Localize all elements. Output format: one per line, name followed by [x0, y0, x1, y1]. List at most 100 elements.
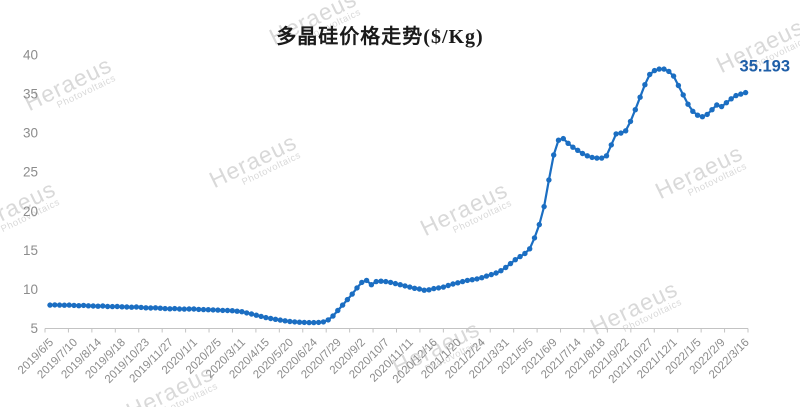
data-point-marker — [445, 282, 451, 289]
data-point-marker — [512, 257, 518, 263]
data-point-marker — [527, 246, 533, 252]
data-point-marker — [315, 319, 322, 326]
data-point-marker — [80, 302, 87, 309]
data-point-marker — [450, 281, 456, 287]
data-point-marker — [589, 154, 595, 161]
data-point-marker — [210, 307, 216, 313]
data-point-marker — [61, 302, 68, 308]
data-point-marker — [637, 94, 643, 100]
data-point-marker — [114, 303, 120, 310]
data-point-marker — [483, 273, 490, 279]
data-point-marker — [56, 302, 63, 308]
y-tick-label: 20 — [23, 204, 38, 219]
data-point-marker — [426, 287, 432, 293]
data-point-marker — [618, 130, 624, 136]
data-point-marker — [133, 304, 140, 310]
data-point-marker — [248, 311, 255, 317]
data-point-marker — [162, 305, 168, 312]
x-axis — [44, 328, 749, 333]
data-point-marker — [387, 279, 394, 286]
data-point-marker — [474, 276, 480, 282]
data-point-marker — [263, 314, 269, 321]
data-point-marker — [685, 101, 691, 107]
data-point-marker — [603, 153, 610, 159]
data-point-marker — [277, 317, 283, 323]
data-point-marker — [138, 304, 144, 311]
data-point-marker — [258, 313, 264, 320]
data-point-marker — [517, 253, 523, 260]
data-point-marker — [651, 67, 658, 74]
y-tick-label: 10 — [23, 282, 38, 297]
data-point-marker — [488, 271, 494, 278]
y-tick-label: 30 — [23, 126, 38, 141]
data-point-marker — [196, 306, 202, 313]
data-point-marker — [104, 303, 111, 310]
data-point-marker — [503, 264, 509, 271]
data-point-marker — [301, 319, 307, 326]
data-point-marker — [306, 319, 312, 326]
data-point-marker — [119, 304, 125, 310]
data-point-marker — [690, 108, 696, 115]
data-point-marker — [383, 278, 389, 285]
data-point-marker — [349, 291, 355, 297]
data-point-marker — [728, 96, 734, 102]
data-point-marker — [407, 284, 413, 290]
data-point-marker — [738, 91, 744, 97]
data-point-marker — [507, 260, 514, 267]
data-point-marker — [282, 318, 288, 324]
data-point-marker — [224, 307, 231, 314]
data-point-marker — [320, 319, 327, 325]
data-point-marker — [416, 286, 423, 292]
data-point-marker — [694, 112, 701, 118]
data-point-marker — [148, 305, 154, 311]
data-point-marker — [435, 285, 442, 291]
data-point-marker — [325, 317, 331, 323]
data-point-marker — [268, 315, 274, 322]
data-point-marker — [378, 278, 384, 284]
data-point-marker — [455, 280, 461, 286]
data-point-marker — [330, 313, 336, 319]
data-point-marker — [292, 319, 298, 325]
data-point-marker — [109, 303, 116, 310]
data-point-marker — [52, 302, 58, 308]
data-point-marker — [339, 302, 346, 308]
x-axis-labels: 2019/6/52019/7/102019/8/142019/9/182019/… — [16, 336, 752, 386]
data-point-marker — [531, 235, 538, 241]
data-point-marker — [666, 68, 672, 75]
chart-title: 多晶硅价格走势($/Kg) — [276, 26, 484, 48]
data-point-marker — [220, 307, 226, 314]
data-point-marker — [632, 107, 638, 113]
data-point-marker — [157, 305, 163, 311]
data-point-marker — [541, 203, 547, 210]
data-point-marker — [392, 280, 399, 287]
data-point-marker — [579, 150, 586, 157]
data-point-marker — [661, 66, 667, 72]
data-point-marker — [66, 302, 72, 308]
data-point-marker — [546, 177, 552, 183]
data-point-marker — [176, 306, 183, 312]
data-point-marker — [239, 309, 245, 315]
data-point-marker — [555, 137, 562, 143]
data-point-marker — [565, 140, 571, 146]
data-point-marker — [397, 282, 403, 288]
data-point-marker — [599, 155, 605, 161]
data-point-marker — [440, 284, 447, 290]
data-point-marker — [373, 278, 379, 285]
data-point-marker — [368, 282, 375, 288]
data-point-marker — [699, 114, 706, 120]
data-point-marker — [608, 142, 614, 148]
data-point-marker — [128, 304, 135, 310]
data-point-marker — [172, 305, 178, 312]
data-point-marker — [459, 278, 466, 285]
data-point-marker — [244, 310, 250, 316]
data-point-marker — [200, 306, 207, 313]
data-point-marker — [704, 111, 710, 118]
data-point-marker — [642, 82, 648, 88]
data-point-marker — [575, 147, 581, 153]
data-point-marker — [167, 306, 173, 312]
data-point-marker — [431, 285, 437, 292]
data-point-marker — [186, 306, 192, 312]
y-tick-label: 25 — [23, 165, 38, 180]
data-point-marker — [627, 118, 634, 125]
